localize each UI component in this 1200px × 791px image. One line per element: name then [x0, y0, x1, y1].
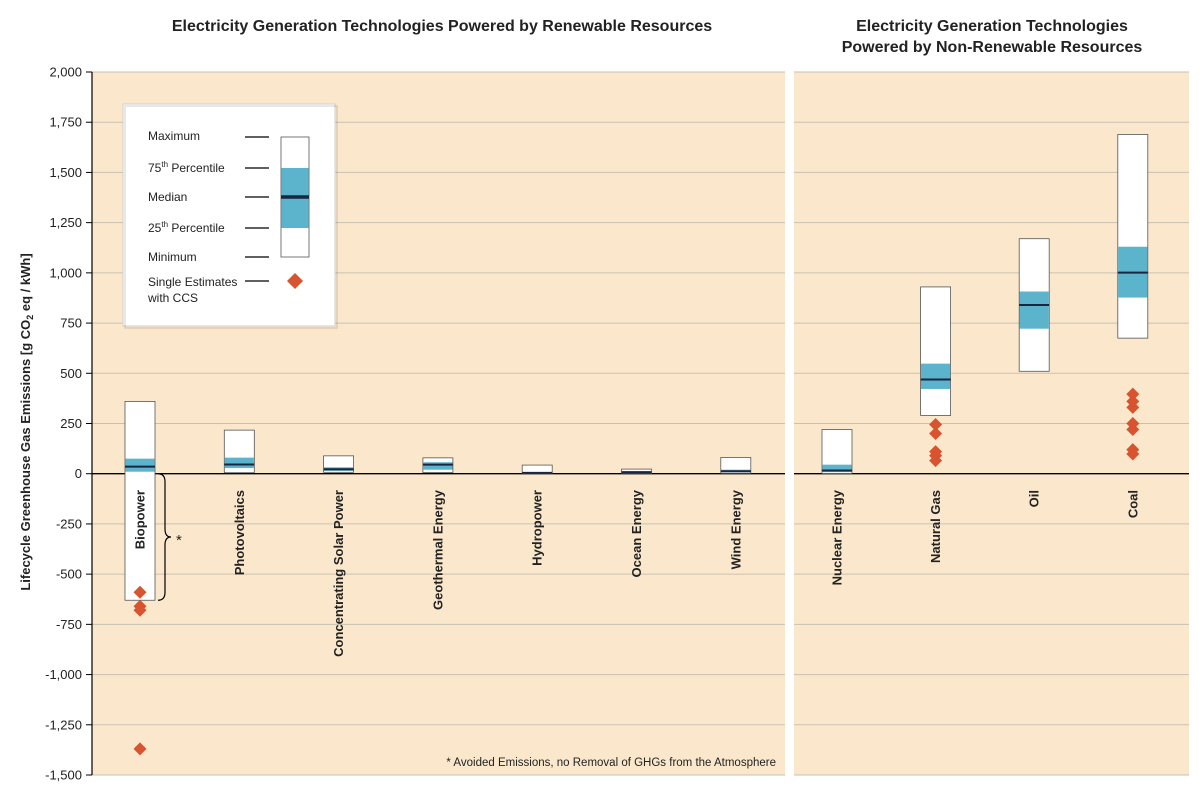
ccs-diamond: [1126, 417, 1140, 430]
legend-p75-part: 75: [148, 161, 162, 175]
box-photovoltaics: [223, 429, 255, 474]
box-iqr: [423, 462, 453, 470]
ccs-diamond: [133, 585, 147, 599]
category-label: Geothermal Energy: [430, 489, 445, 610]
box-hydropower: [521, 464, 553, 475]
box-ocean-energy: [621, 468, 652, 474]
legend-median-part: Median: [148, 190, 187, 204]
legend-p25-part: th: [161, 220, 168, 229]
y-tick-label: 1,250: [49, 215, 82, 230]
legend-p75-part: th: [161, 160, 168, 169]
legend-ccs-diamond: [287, 273, 303, 289]
y-axis-label-post: eq / kWh]: [18, 253, 33, 314]
category-label: Coal: [1125, 490, 1140, 518]
category-label: Nuclear Energy: [830, 489, 845, 585]
y-axis-label-pre: Lifecycle Greenhouse Gas Emissions [g CO: [18, 320, 33, 591]
ccs-diamond: [1126, 387, 1140, 401]
ccs-diamond: [929, 445, 943, 459]
box-iqr: [125, 458, 155, 472]
right-panel-title: Electricity Generation Technologies Powe…: [792, 16, 1192, 58]
box-natural-gas: [920, 286, 951, 416]
footnote: * Avoided Emissions, no Removal of GHGs …: [446, 757, 776, 769]
y-tick-label: -750: [56, 617, 82, 632]
legend-maximum-part: Maximum: [148, 129, 200, 143]
box-oil: [1018, 238, 1050, 372]
legend-minimum-part: Minimum: [148, 250, 197, 264]
legend-p25: 25th Percentile: [148, 220, 225, 235]
y-axis-label: Lifecycle Greenhouse Gas Emissions [g CO…: [18, 253, 35, 590]
box-iqr: [921, 363, 951, 389]
y-tick-label: -500: [56, 567, 82, 582]
y-tick-label: 1,750: [49, 115, 82, 130]
box-plots: [124, 134, 1149, 601]
y-axis: -1,500 -1,250 -1,000 -750 -500 -250 0 250 500 750…: [45, 65, 93, 783]
legend-maximum: Maximum: [148, 129, 200, 143]
legend-p25-part: 25: [148, 221, 162, 235]
ccs-diamond: [929, 427, 943, 441]
y-tick-label: 0: [75, 466, 82, 481]
ccs-diamond: [929, 418, 943, 432]
category-label: Oil: [1027, 490, 1042, 507]
category-label: Natural Gas: [928, 490, 943, 563]
y-tick-label: 250: [60, 416, 82, 431]
box-coal: [1117, 134, 1149, 339]
left-panel-title: Electricity Generation Technologies Powe…: [171, 18, 713, 35]
box-biopower: [124, 401, 156, 601]
gridlines: [92, 71, 1189, 776]
right-panel-title-line-1: Electricity Generation Technologies: [856, 18, 1128, 35]
ccs-estimates: [133, 387, 1140, 756]
y-tick-label: -250: [56, 516, 82, 531]
legend-single-1: Single Estimates: [148, 275, 237, 289]
box-range: [920, 286, 951, 416]
box-concentrating-solar-power: [323, 455, 355, 473]
y-tick-label: -1,500: [45, 768, 82, 783]
legend-p75: 75th Percentile: [148, 160, 225, 175]
legend-p25-part: Percentile: [168, 221, 225, 235]
category-label: Ocean Energy: [629, 489, 644, 577]
box-geothermal-energy: [422, 457, 454, 473]
legend-single-2-part: with CCS: [147, 291, 198, 305]
legend-p75-part: Percentile: [168, 161, 225, 175]
legend-median: Median: [148, 190, 187, 204]
ccs-diamond: [1126, 443, 1140, 457]
y-axis-label-sub: 2: [25, 315, 35, 320]
y-tick-label: -1,250: [45, 717, 82, 732]
legend-minimum: Minimum: [148, 250, 197, 264]
legend-shadow: [124, 105, 338, 329]
category-labels: Biopower Photovoltaics Concentrating Solar…: [133, 489, 1141, 657]
y-tick-label: 1,000: [49, 265, 82, 280]
box-iqr: [1019, 291, 1049, 329]
ccs-diamond: [133, 742, 147, 756]
box-range: [720, 457, 752, 474]
ccs-diamond: [1126, 394, 1140, 408]
right-panel-title-line-2: Powered by Non-Renewable Resources: [841, 39, 1143, 56]
box-nuclear-energy: [821, 429, 853, 474]
category-label: Wind Energy: [728, 489, 743, 569]
category-label: Hydropower: [530, 490, 545, 566]
ccs-diamond: [133, 603, 147, 617]
bracket-path: [157, 473, 172, 601]
legend-single-1-part: Single Estimates: [148, 275, 237, 289]
box-iqr: [224, 457, 254, 469]
category-label: Concentrating Solar Power: [331, 490, 346, 657]
y-tick-label: 2,000: [49, 65, 82, 80]
y-tick-label: -1,000: [45, 667, 82, 682]
y-tick-label: 500: [60, 366, 82, 381]
box-iqr: [822, 464, 852, 473]
box-range: [124, 401, 156, 601]
bracket-asterisk: *: [176, 532, 182, 549]
y-tick-label: 750: [60, 316, 82, 331]
category-label: Biopower: [133, 490, 148, 549]
y-tick-label: 1,500: [49, 165, 82, 180]
box-wind-energy: [720, 457, 752, 474]
legend-single-2: with CCS: [147, 291, 198, 305]
box-range: [1117, 134, 1149, 339]
avoided-emissions-bracket: *: [157, 473, 182, 601]
category-label: Photovoltaics: [232, 490, 247, 575]
